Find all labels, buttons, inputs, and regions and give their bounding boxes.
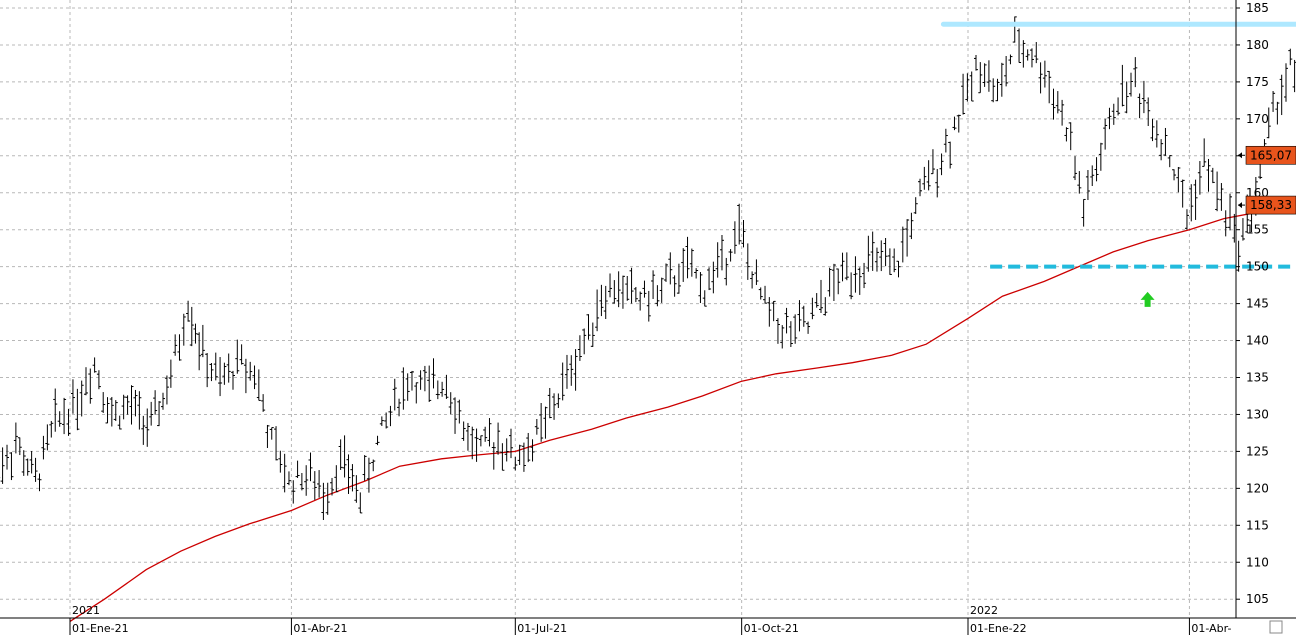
- corner-settings-icon[interactable]: [1270, 621, 1282, 633]
- price-label-text: 165,07: [1250, 148, 1292, 162]
- y-tick-label: 185: [1246, 1, 1269, 15]
- x-tick-label: 01-Ene-22: [970, 622, 1027, 635]
- y-tick-label: 180: [1246, 38, 1269, 52]
- y-tick-label: 130: [1246, 407, 1269, 421]
- year-label: 2021: [72, 604, 100, 617]
- price-label-text: 158,33: [1250, 198, 1292, 212]
- y-tick-label: 175: [1246, 75, 1269, 89]
- x-tick-label: 01-Abr-21: [293, 622, 347, 635]
- x-tick-label: 01-Jul-21: [517, 622, 567, 635]
- y-tick-label: 145: [1246, 297, 1269, 311]
- y-tick-label: 155: [1246, 223, 1269, 237]
- y-tick-label: 135: [1246, 371, 1269, 385]
- x-tick-label: 01-Ene-21: [72, 622, 129, 635]
- x-tick-label: 01-Oct-21: [744, 622, 799, 635]
- y-tick-label: 125: [1246, 444, 1269, 458]
- year-label: 2022: [970, 604, 998, 617]
- y-tick-label: 170: [1246, 112, 1269, 126]
- y-tick-label: 115: [1246, 518, 1269, 532]
- price-label: 165,07: [1238, 146, 1296, 164]
- price-label: 158,33: [1238, 196, 1296, 214]
- y-tick-label: 140: [1246, 334, 1269, 348]
- x-tick-label: 01-Abr-: [1191, 622, 1231, 635]
- y-tick-label: 110: [1246, 555, 1269, 569]
- y-tick-label: 105: [1246, 592, 1269, 606]
- y-tick-label: 120: [1246, 481, 1269, 495]
- y-tick-label: 150: [1246, 260, 1269, 274]
